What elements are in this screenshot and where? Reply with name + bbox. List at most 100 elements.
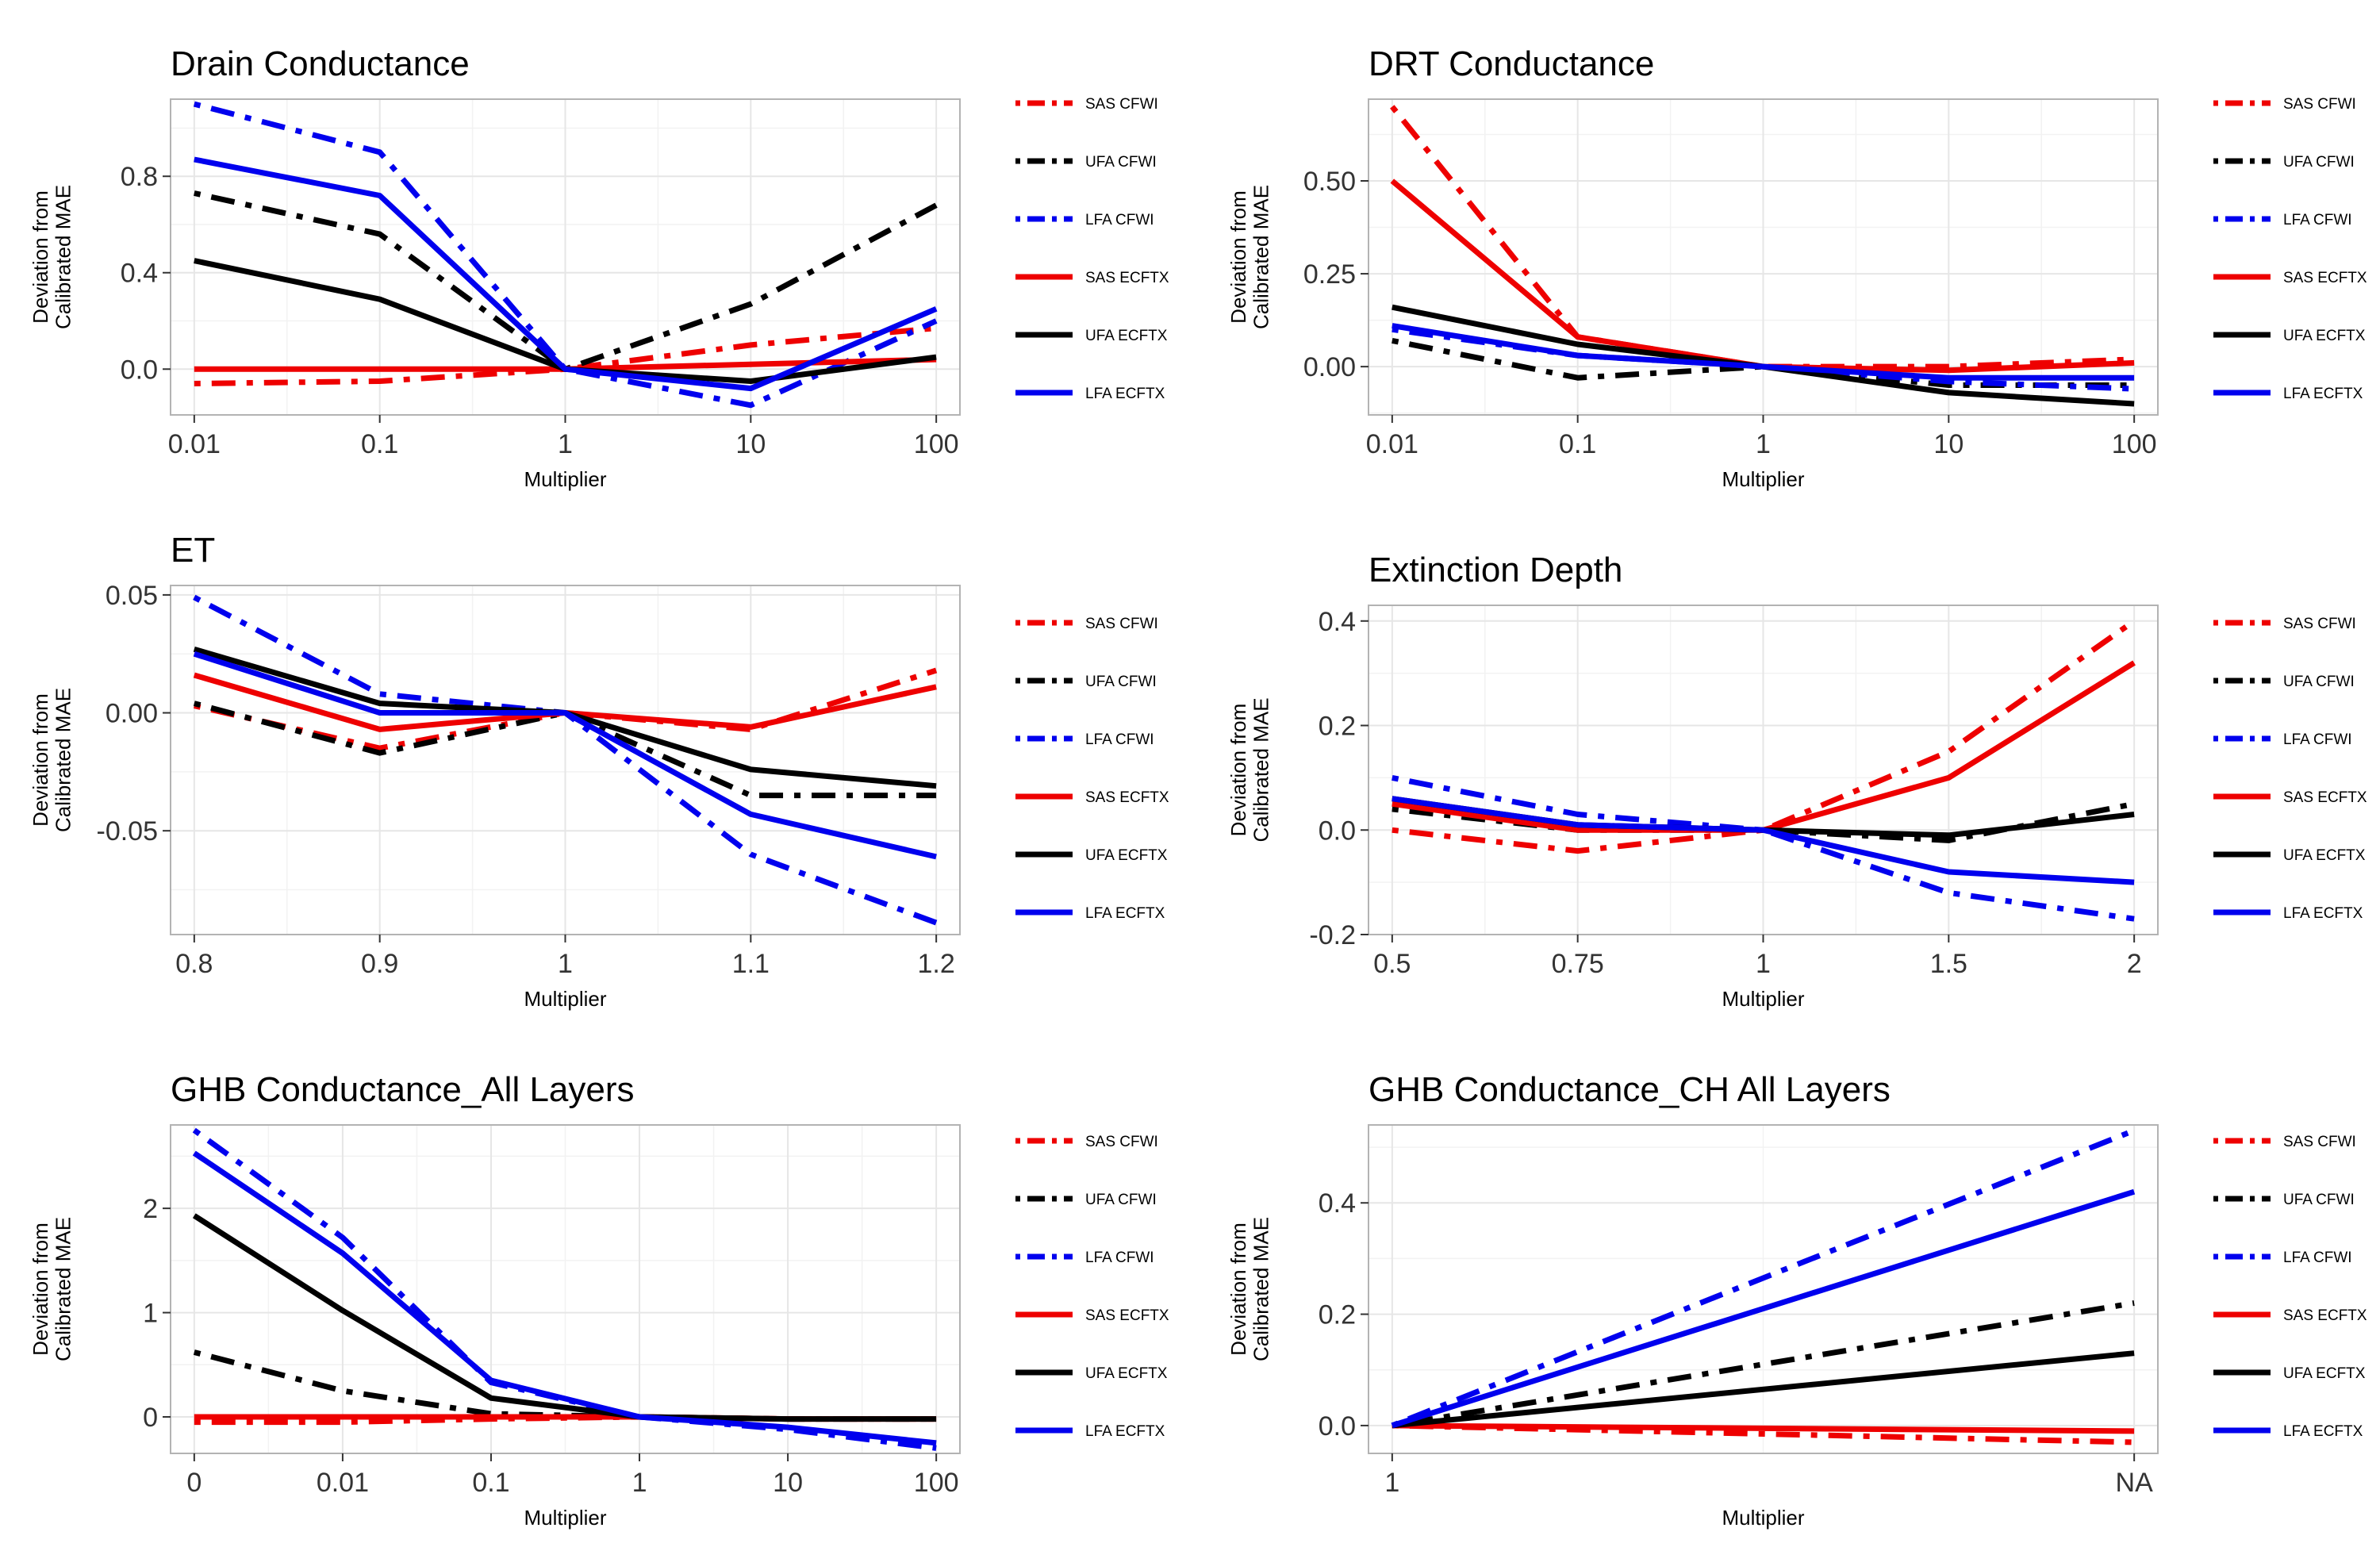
y-axis-label: Deviation fromCalibrated MAE	[29, 1217, 75, 1361]
legend-label: LFA ECFTX	[1085, 1423, 1165, 1440]
x-tick-label: 1	[1756, 949, 1771, 979]
series-line	[1392, 323, 2135, 381]
x-tick-label: 100	[914, 429, 959, 459]
series-line	[1392, 618, 2136, 854]
x-tick-label: 0	[186, 1468, 202, 1498]
series-line	[192, 1213, 937, 1422]
series-line	[1392, 1350, 2135, 1429]
legend-label: UFA CFWI	[2283, 1192, 2355, 1208]
legend-label: SAS CFWI	[2283, 616, 2356, 632]
legend-label: SAS ECFTX	[1085, 1307, 1169, 1324]
chart-panel: Drain Conductance 0.0 0.4 0.8 0.01 0.1 1 10 100 M…	[29, 44, 1169, 491]
x-axis-label: Multiplier	[524, 987, 606, 1011]
y-axis-label: Deviation fromCalibrated MAE	[29, 688, 75, 832]
legend: SAS CFWI UFA CFWI LFA CFWI SAS ECFTX UFA ECF…	[1015, 96, 1169, 402]
legend-label: SAS CFWI	[2283, 1134, 2356, 1150]
legend-label: LFA ECFTX	[2283, 1423, 2363, 1440]
panel-title: GHB Conductance_All Layers	[171, 1070, 635, 1109]
panel-title: Drain Conductance	[171, 44, 470, 83]
legend-label: LFA CFWI	[2283, 731, 2352, 748]
legend-label: LFA CFWI	[1085, 1250, 1154, 1266]
legend-label: LFA CFWI	[1085, 731, 1154, 748]
x-tick-label: 0.1	[472, 1468, 509, 1498]
y-tick-label: 0.00	[1303, 352, 1356, 382]
y-tick-label: 0.0	[1319, 816, 1356, 846]
x-tick-label: 1	[1756, 429, 1771, 459]
x-axis-label: Multiplier	[1722, 1506, 1804, 1530]
x-tick-label: 1	[558, 429, 573, 459]
y-tick-label: 0.4	[1319, 607, 1356, 637]
legend-label: SAS ECFTX	[2283, 1307, 2367, 1324]
legend-label: SAS CFWI	[1085, 96, 1158, 113]
series-line	[1392, 337, 2135, 388]
legend-label: SAS ECFTX	[1085, 270, 1169, 286]
series-line	[1391, 1127, 2136, 1429]
chart-panel: ET -0.05 0.00 0.05 0.8 0.9 1 1.1 1.2 Multiplier De…	[29, 531, 1169, 1011]
y-tick-label: 0.8	[121, 162, 158, 192]
x-tick-label: 10	[735, 429, 766, 459]
y-tick-label: 2	[143, 1194, 158, 1224]
panel-title: GHB Conductance_CH All Layers	[1368, 1070, 1891, 1109]
x-tick-label: 10	[773, 1468, 803, 1498]
panel-title: Extinction Depth	[1368, 551, 1622, 589]
legend-label: SAS CFWI	[1085, 616, 1158, 632]
chart-panel: GHB Conductance_All Layers 0 1 2 0 0.01 0.1 1 10…	[29, 1070, 1169, 1530]
legend: SAS CFWI UFA CFWI LFA CFWI SAS ECFTX UFA ECF…	[1015, 1134, 1169, 1440]
series-line	[193, 701, 937, 799]
x-tick-label: 0.75	[1552, 949, 1604, 979]
legend-label: UFA CFWI	[1085, 1192, 1157, 1208]
y-tick-label: 0.25	[1303, 259, 1356, 290]
legend-label: SAS CFWI	[1085, 1134, 1158, 1150]
series-line	[1392, 1300, 2135, 1429]
chart-panel: DRT Conductance 0.00 0.25 0.50 0.01 0.1 1 10 100…	[1226, 44, 2367, 491]
legend-label: LFA CFWI	[2283, 1250, 2352, 1266]
legend-label: UFA CFWI	[2283, 154, 2355, 171]
x-tick-label: 100	[914, 1468, 959, 1498]
legend: SAS CFWI UFA CFWI LFA CFWI SAS ECFTX UFA ECF…	[2213, 96, 2367, 402]
x-tick-label: 1	[1384, 1468, 1399, 1498]
y-tick-label: 1	[143, 1299, 158, 1329]
panel-title: DRT Conductance	[1368, 44, 1654, 83]
panel-title: ET	[171, 531, 215, 570]
legend-label: LFA ECFTX	[2283, 905, 2363, 922]
x-tick-label: NA	[2116, 1468, 2154, 1498]
y-axis-label: Deviation fromCalibrated MAE	[1226, 185, 1273, 329]
series-line	[1392, 796, 2135, 885]
x-tick-label: 10	[1933, 429, 1964, 459]
legend-label: LFA CFWI	[1085, 212, 1154, 228]
x-tick-label: 0.01	[317, 1468, 369, 1498]
series-line	[193, 1349, 937, 1422]
x-tick-label: 0.01	[1366, 429, 1418, 459]
x-tick-label: 0.1	[1559, 429, 1596, 459]
legend-label: LFA ECFTX	[1085, 905, 1165, 922]
series-line	[1392, 1422, 2135, 1434]
y-axis-label: Deviation fromCalibrated MAE	[1226, 1217, 1273, 1361]
y-axis-label: Deviation fromCalibrated MAE	[1226, 697, 1273, 842]
x-tick-label: 1.1	[732, 949, 770, 979]
x-tick-label: 0.01	[168, 429, 221, 459]
x-axis-label: Multiplier	[1722, 467, 1804, 491]
series-line	[193, 651, 937, 860]
x-tick-label: 1	[632, 1468, 647, 1498]
x-tick-label: 0.9	[361, 949, 398, 979]
legend-label: UFA CFWI	[1085, 154, 1157, 171]
y-tick-label: -0.2	[1309, 920, 1356, 950]
x-tick-label: 1	[558, 949, 573, 979]
panel-border	[1368, 1124, 2159, 1454]
x-tick-label: 0.1	[361, 429, 398, 459]
legend-label: UFA CFWI	[2283, 674, 2355, 690]
legend-label: UFA ECFTX	[2283, 847, 2366, 864]
legend-label: UFA ECFTX	[1085, 1365, 1168, 1382]
x-tick-label: 0.8	[175, 949, 213, 979]
legend-label: UFA ECFTX	[1085, 328, 1168, 344]
y-tick-label: 0.50	[1303, 167, 1356, 197]
y-tick-label: 0.00	[106, 699, 158, 729]
series-line	[1392, 774, 2135, 922]
panel-border	[170, 1124, 961, 1454]
x-tick-label: 1.5	[1930, 949, 1967, 979]
legend-label: LFA ECFTX	[2283, 386, 2363, 402]
y-tick-label: 0.2	[1319, 712, 1356, 742]
legend-label: LFA CFWI	[2283, 212, 2352, 228]
legend-label: UFA ECFTX	[2283, 1365, 2366, 1382]
